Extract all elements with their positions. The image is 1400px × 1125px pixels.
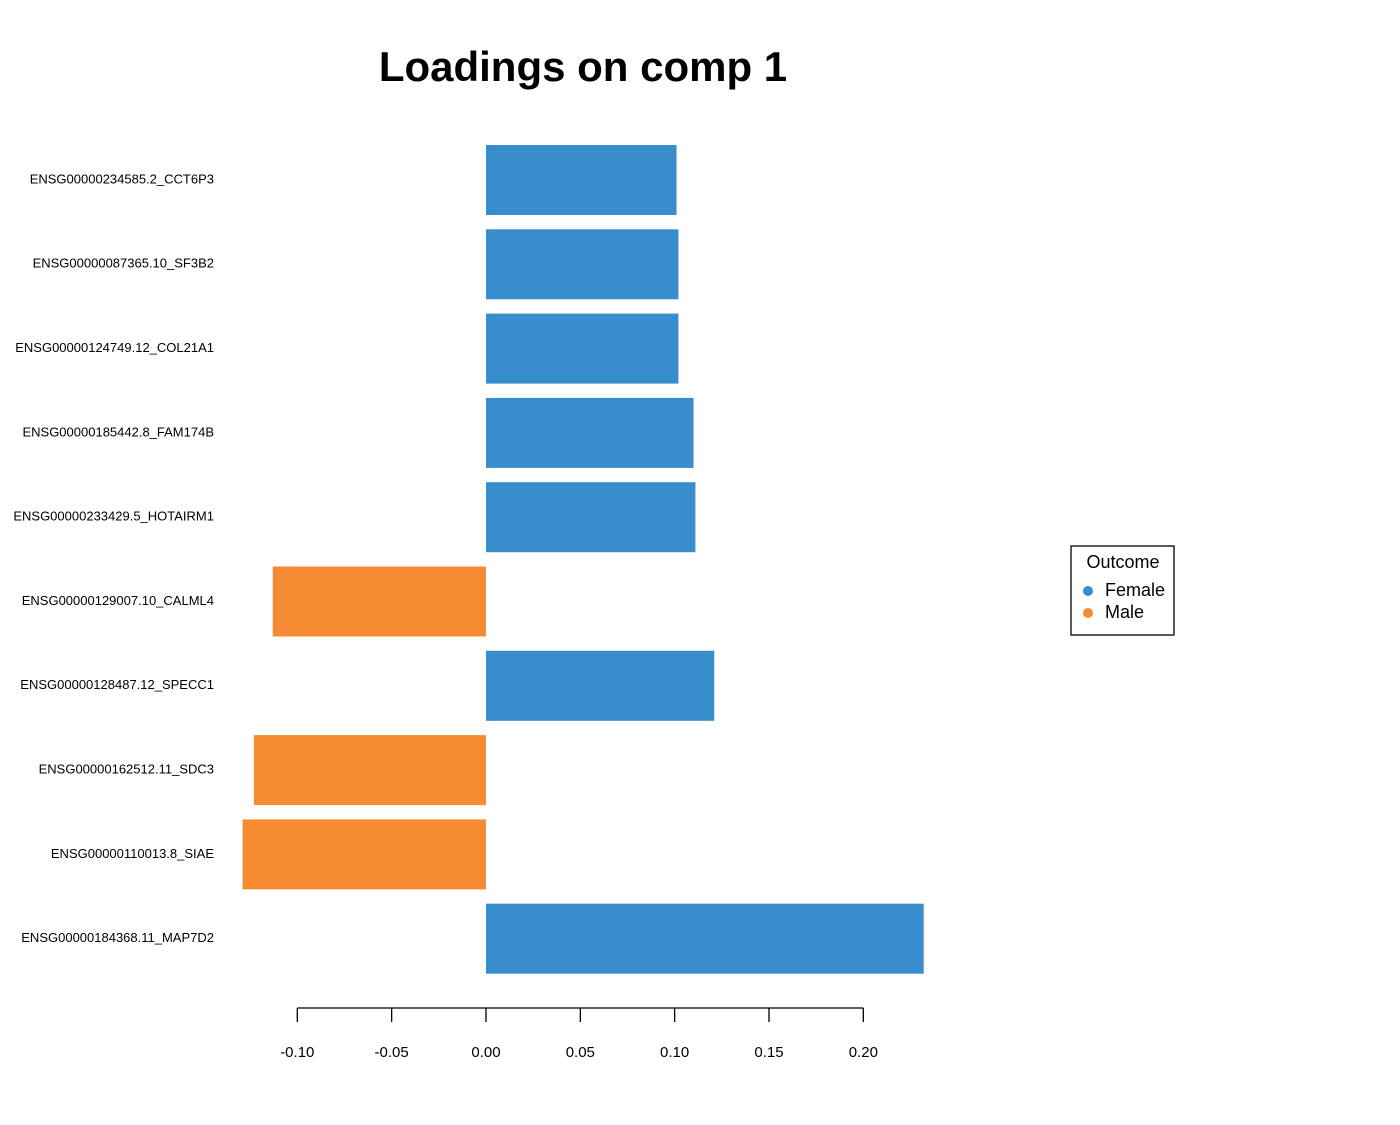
y-tick-label: ENSG00000124749.12_COL21A1	[15, 340, 214, 355]
chart-title: Loadings on comp 1	[379, 43, 787, 90]
y-tick-label: ENSG00000087365.10_SF3B2	[33, 256, 214, 271]
bar	[253, 735, 486, 806]
y-tick-label: ENSG00000234585.2_CCT6P3	[30, 171, 214, 186]
legend-title: Outcome	[1086, 552, 1159, 572]
bar	[272, 566, 486, 637]
bar	[485, 313, 679, 384]
x-tick-label: -0.05	[375, 1044, 409, 1061]
y-tick-label: ENSG00000184368.11_MAP7D2	[21, 930, 214, 945]
x-tick-label: 0.00	[471, 1044, 500, 1061]
x-tick-label: 0.10	[660, 1044, 689, 1061]
bar	[485, 482, 696, 553]
legend-label: Male	[1105, 602, 1144, 622]
x-tick-label: 0.20	[849, 1044, 878, 1061]
bar	[485, 397, 694, 468]
legend-marker	[1083, 586, 1093, 596]
y-tick-label: ENSG00000162512.11_SDC3	[39, 762, 214, 777]
y-tick-label: ENSG00000110013.8_SIAE	[51, 846, 214, 861]
y-tick-label: ENSG00000233429.5_HOTAIRM1	[13, 509, 214, 524]
legend-marker	[1083, 608, 1093, 618]
y-tick-label: ENSG00000129007.10_CALML4	[22, 593, 214, 608]
bar	[485, 650, 715, 721]
x-tick-label: 0.15	[754, 1044, 783, 1061]
x-tick-label: 0.05	[566, 1044, 595, 1061]
y-tick-label: ENSG00000128487.12_SPECC1	[20, 677, 214, 692]
x-tick-label: -0.10	[280, 1044, 314, 1061]
legend-label: Female	[1105, 580, 1165, 600]
bar	[242, 819, 486, 890]
bar	[485, 229, 679, 300]
bar	[485, 145, 677, 215]
y-tick-label: ENSG00000185442.8_FAM174B	[22, 424, 214, 439]
bar	[485, 903, 924, 974]
